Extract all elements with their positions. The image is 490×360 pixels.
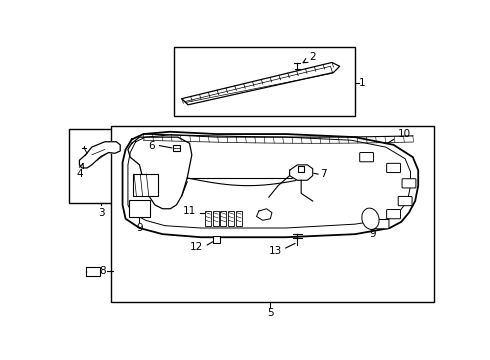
Text: 10: 10: [397, 129, 411, 139]
Bar: [213, 211, 219, 226]
Text: 9: 9: [136, 223, 143, 233]
FancyBboxPatch shape: [387, 163, 400, 172]
Polygon shape: [79, 142, 120, 168]
Bar: [86, 266, 100, 276]
Bar: [133, 174, 158, 195]
Bar: [111, 126, 434, 302]
Bar: [213, 236, 220, 243]
Text: 5: 5: [267, 308, 274, 318]
Bar: [298, 166, 304, 172]
Text: 12: 12: [190, 242, 203, 252]
Bar: [129, 200, 150, 217]
FancyBboxPatch shape: [375, 220, 389, 229]
Bar: [69, 130, 135, 203]
Text: 1: 1: [359, 78, 366, 88]
Bar: [174, 47, 355, 116]
Polygon shape: [128, 137, 192, 209]
Text: 4: 4: [76, 163, 84, 179]
Text: 7: 7: [320, 169, 327, 179]
Polygon shape: [290, 165, 313, 180]
Text: 3: 3: [98, 208, 104, 217]
FancyBboxPatch shape: [360, 153, 373, 162]
Polygon shape: [122, 132, 418, 237]
Text: 8: 8: [99, 266, 106, 276]
Ellipse shape: [362, 208, 379, 229]
Polygon shape: [257, 209, 272, 220]
Bar: [205, 211, 211, 226]
Text: 9: 9: [369, 229, 376, 239]
FancyBboxPatch shape: [398, 197, 412, 206]
Text: 13: 13: [269, 246, 282, 256]
Bar: [228, 211, 234, 226]
Bar: [236, 211, 242, 226]
FancyBboxPatch shape: [387, 210, 400, 219]
Bar: [220, 211, 226, 226]
Polygon shape: [182, 62, 340, 105]
Text: 11: 11: [182, 206, 196, 216]
Text: 2: 2: [303, 52, 316, 63]
Bar: [172, 145, 180, 151]
FancyBboxPatch shape: [402, 179, 416, 188]
Text: 6: 6: [148, 141, 155, 150]
